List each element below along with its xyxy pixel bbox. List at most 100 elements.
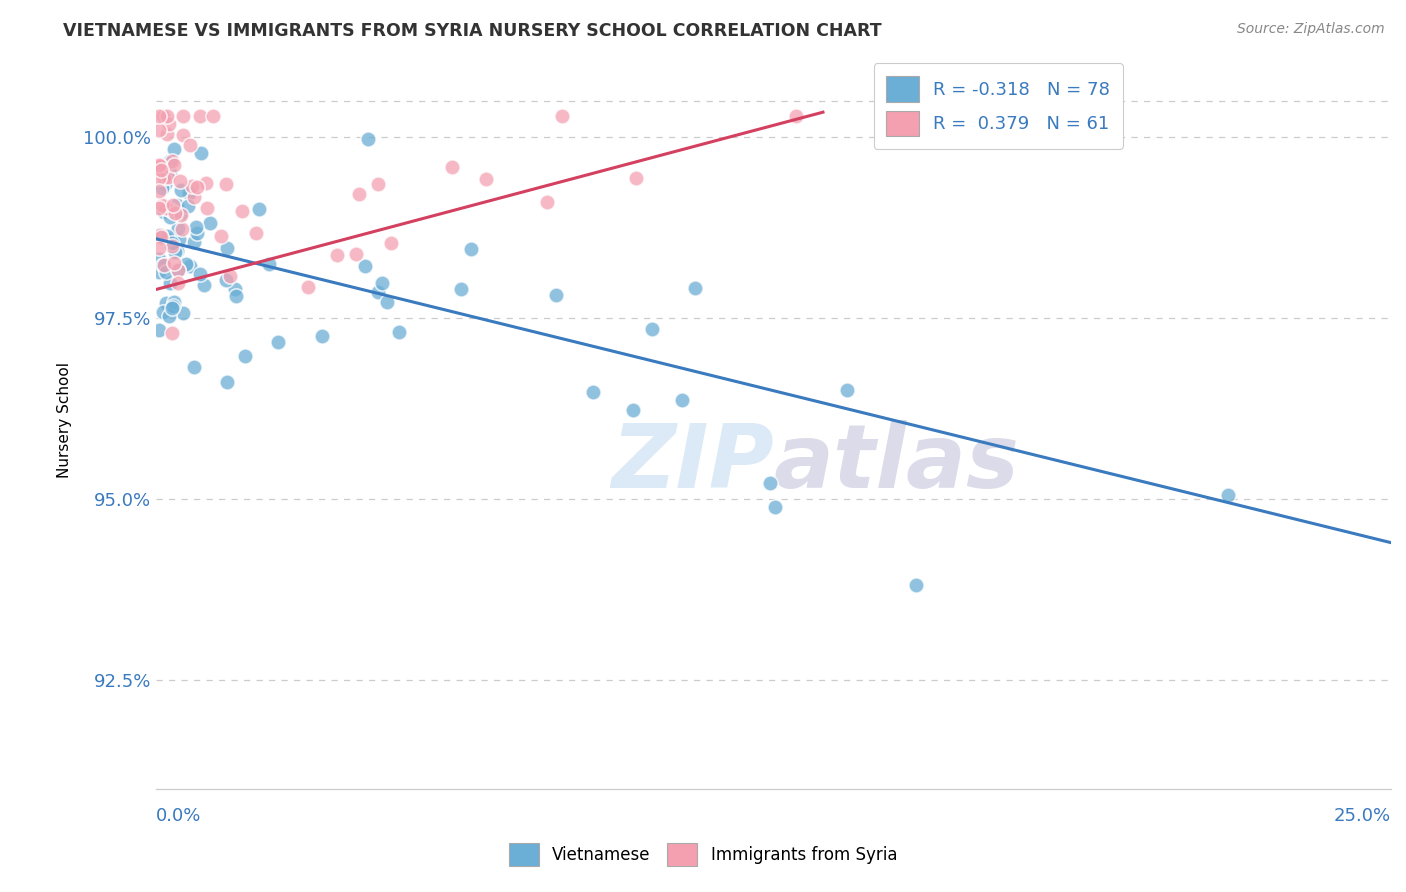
Point (441, 160, 464, 174)
Point (460, 242, 482, 256)
Point (388, 326, 411, 340)
Point (148, 158, 170, 172)
Point (193, 277, 215, 292)
Point (166, 244, 188, 258)
Point (172, 109, 194, 123)
Text: Source: ZipAtlas.com: Source: ZipAtlas.com (1237, 22, 1385, 37)
Point (162, 230, 184, 244)
Point (785, 109, 807, 123)
Point (245, 226, 267, 240)
Point (266, 335, 288, 350)
Point (156, 127, 179, 141)
Point (163, 297, 186, 311)
Point (172, 306, 194, 320)
Point (198, 216, 221, 230)
Point (148, 109, 170, 123)
Point (367, 177, 389, 191)
Point (202, 109, 225, 123)
Point (218, 269, 240, 284)
Point (180, 178, 202, 193)
Point (166, 277, 188, 291)
Point (148, 252, 170, 266)
Point (148, 158, 170, 172)
Point (163, 208, 186, 222)
Point (148, 265, 170, 279)
Point (148, 241, 170, 255)
Point (152, 109, 174, 123)
Point (163, 206, 186, 220)
Point (671, 392, 693, 407)
Point (217, 376, 239, 390)
Point (1216, 488, 1239, 502)
Point (155, 201, 177, 215)
Point (179, 259, 201, 273)
Point (233, 349, 256, 363)
Text: ZIP: ZIP (610, 420, 773, 508)
Point (249, 202, 271, 216)
Point (163, 158, 186, 172)
Point (835, 384, 858, 398)
Point (150, 163, 173, 178)
Point (224, 283, 246, 297)
Point (155, 265, 177, 279)
Point (159, 211, 181, 225)
Text: 25.0%: 25.0% (1334, 806, 1391, 825)
Point (160, 239, 183, 253)
Point (155, 296, 177, 310)
Point (177, 186, 200, 201)
Point (149, 161, 172, 176)
Point (450, 282, 472, 296)
Point (163, 256, 186, 270)
Point (167, 262, 190, 277)
Point (150, 180, 173, 194)
Point (148, 184, 170, 198)
Point (150, 230, 173, 244)
Text: atlas: atlas (773, 420, 1019, 508)
Point (166, 198, 188, 212)
Point (195, 201, 218, 215)
Point (326, 248, 349, 262)
Text: 0.0%: 0.0% (156, 806, 201, 825)
Point (148, 201, 170, 215)
Point (149, 159, 172, 173)
Point (544, 287, 567, 301)
Point (172, 128, 194, 143)
Point (152, 258, 174, 272)
Point (259, 256, 281, 270)
Point (165, 244, 187, 259)
Point (183, 235, 205, 250)
Point (162, 198, 184, 212)
Point (231, 204, 253, 219)
Legend: Vietnamese, Immigrants from Syria: Vietnamese, Immigrants from Syria (501, 835, 905, 875)
Point (156, 109, 179, 123)
Point (148, 323, 170, 337)
Point (354, 260, 377, 274)
Point (179, 138, 201, 153)
Y-axis label: Nursery School: Nursery School (58, 361, 72, 477)
Point (156, 228, 179, 243)
Point (371, 276, 394, 290)
Point (214, 178, 236, 192)
Point (167, 263, 190, 277)
Point (194, 176, 217, 190)
Point (225, 289, 247, 303)
Point (367, 285, 389, 299)
Point (311, 329, 333, 343)
Point (153, 204, 176, 219)
Point (148, 171, 170, 186)
Point (297, 280, 319, 294)
Point (159, 277, 181, 291)
Point (377, 295, 399, 310)
Point (621, 402, 644, 417)
Point (153, 258, 176, 272)
Point (162, 299, 184, 313)
Point (170, 183, 193, 197)
Point (190, 145, 212, 160)
Point (167, 232, 190, 246)
Point (169, 207, 191, 221)
Point (170, 208, 193, 222)
Point (163, 142, 186, 156)
Point (765, 500, 787, 515)
Point (148, 123, 170, 137)
Point (641, 322, 664, 336)
